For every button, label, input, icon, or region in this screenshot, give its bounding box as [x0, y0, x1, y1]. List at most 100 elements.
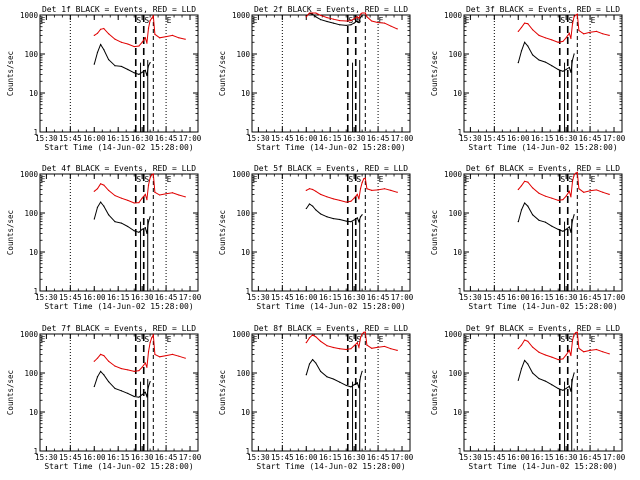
events-point: [538, 219, 540, 221]
y-axis-label: Counts/sec: [430, 210, 439, 255]
marker-label: S: [356, 175, 361, 184]
x-tick-label: 16:00: [295, 293, 318, 302]
lld-point: [353, 197, 355, 199]
lld-point: [326, 345, 328, 347]
lld-point: [583, 351, 585, 353]
lld-point: [178, 37, 180, 39]
lld-point: [151, 174, 153, 176]
x-tick-label: 16:30: [343, 134, 366, 143]
events-point: [350, 24, 352, 26]
y-tick-label: 10: [453, 408, 463, 417]
marker-label: S: [560, 335, 565, 344]
lld-point: [178, 355, 180, 357]
lld-point: [570, 354, 572, 357]
events-point: [320, 370, 322, 372]
events-point: [358, 21, 360, 24]
lld-point: [120, 41, 122, 43]
lld-point: [608, 193, 610, 195]
lld-point: [364, 12, 366, 14]
lld-point: [595, 189, 598, 191]
events-point: [305, 374, 307, 376]
panel-det-1: Det 1f BLACK = Events, RED = LLD 1 10 100 10…: [6, 5, 202, 152]
lld-point: [147, 27, 150, 29]
x-tick-label: 16:45: [367, 134, 390, 143]
lld-point: [138, 370, 140, 372]
events-point: [361, 214, 363, 216]
events-point: [551, 384, 553, 386]
lld-point: [305, 189, 307, 191]
x-axis-label: Start Time (14-Jun-02 15:28:00): [256, 302, 405, 311]
events-point: [141, 71, 143, 73]
x-tick-label: 17:00: [179, 453, 202, 462]
lld-point: [589, 31, 591, 33]
lld-point: [608, 34, 610, 36]
lld-point: [353, 18, 355, 20]
events-point: [149, 381, 151, 383]
marker-label: S: [144, 335, 149, 344]
events-point: [141, 228, 143, 230]
lld-point: [576, 171, 578, 173]
lld-point: [517, 188, 519, 191]
lld-point: [332, 198, 334, 200]
x-tick-label: 17:00: [603, 134, 626, 143]
lld-point: [589, 190, 591, 192]
events-point: [345, 384, 347, 387]
marker-label: S: [136, 335, 141, 344]
x-axis-label: Start Time (14-Jun-02 15:28:00): [256, 143, 405, 152]
y-tick-label: 100: [24, 369, 38, 378]
lld-point: [339, 199, 341, 202]
lld-point: [608, 353, 610, 355]
lld-point: [141, 41, 143, 43]
lld-point: [359, 188, 362, 190]
lld-point: [573, 16, 575, 18]
events-point: [320, 19, 322, 21]
lld-point: [120, 367, 122, 370]
lld-point: [571, 339, 574, 342]
events-point: [96, 206, 99, 208]
x-tick-label: 16:15: [531, 134, 554, 143]
y-tick-label: 10: [241, 248, 251, 257]
marker-label: S: [348, 175, 353, 184]
x-tick-label: 17:00: [179, 134, 202, 143]
events-point: [120, 222, 122, 224]
plot-frame: [463, 333, 623, 452]
lld-point: [578, 29, 580, 32]
events-point: [100, 370, 102, 372]
events-point: [120, 65, 122, 68]
events-series-line: [305, 358, 363, 388]
events-point: [93, 385, 95, 388]
marker-label-start: E: [465, 335, 470, 344]
panel-title: Det 4f BLACK = Events, RED = LLD: [42, 164, 196, 173]
lld-point: [557, 359, 559, 361]
lld-point: [602, 33, 604, 35]
events-point: [562, 70, 564, 72]
lld-point: [315, 190, 317, 192]
lld-point: [154, 353, 156, 355]
panel-title: Det 6f BLACK = Events, RED = LLD: [466, 164, 620, 173]
lld-point: [551, 356, 553, 358]
lld-point: [557, 199, 559, 202]
lld-point: [154, 33, 156, 35]
lld-point: [345, 348, 347, 351]
lld-point: [575, 14, 577, 16]
x-tick-label: 15:30: [459, 293, 482, 302]
lld-point: [171, 34, 174, 36]
y-tick-label: 1: [457, 128, 462, 137]
lld-point: [151, 17, 153, 19]
x-tick-label: 16:00: [83, 293, 106, 302]
x-tick-label: 15:30: [247, 293, 270, 302]
x-tick-label: 16:15: [107, 293, 130, 302]
lld-point: [149, 19, 151, 22]
events-point: [149, 216, 151, 218]
lld-point: [366, 344, 368, 346]
lld-point: [532, 346, 534, 348]
x-tick-label: 16:00: [507, 453, 530, 462]
lld-point: [565, 354, 567, 356]
lld-point: [575, 172, 577, 174]
events-series-line: [305, 203, 363, 224]
x-tick-label: 16:30: [131, 134, 154, 143]
y-tick-label: 100: [24, 50, 38, 59]
x-tick-label: 16:30: [131, 293, 154, 302]
lld-point: [93, 190, 95, 192]
y-tick-label: 1: [33, 287, 38, 296]
